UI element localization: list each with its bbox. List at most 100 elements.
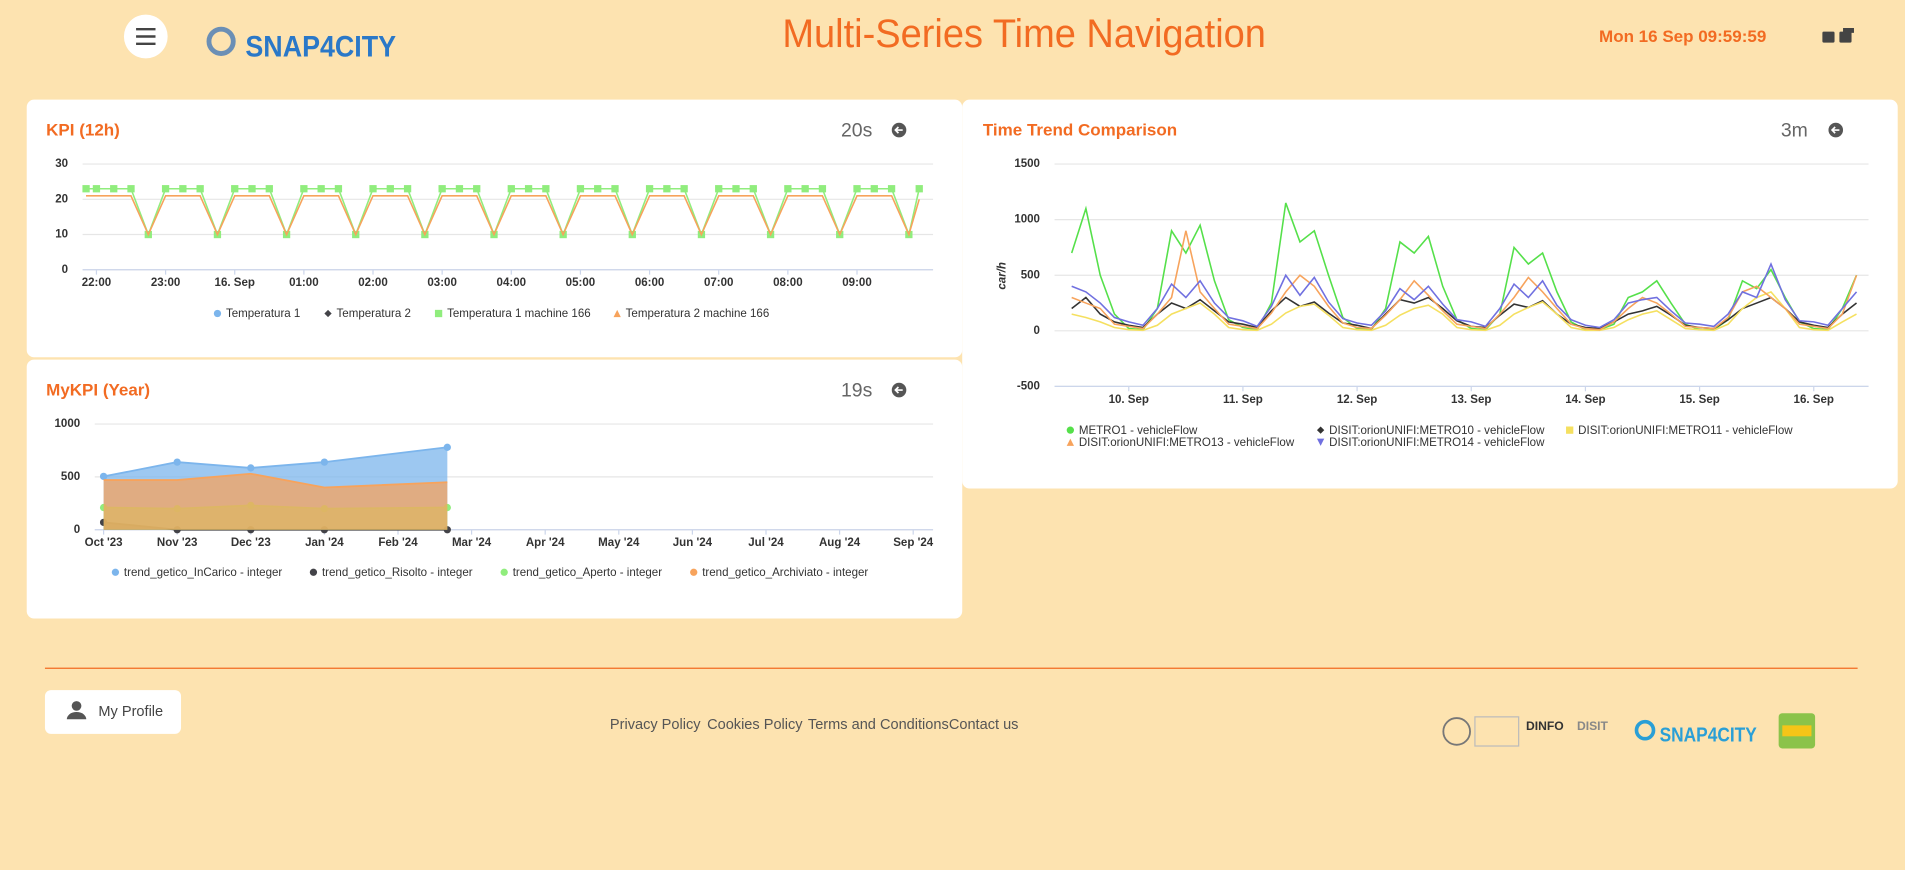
x-tick-label: 02:00 [358,277,388,289]
page-title: Multi-Series Time Navigation [782,12,1266,56]
marker [542,185,550,193]
y-axis-label: car/h [996,262,1008,290]
legend-label: trend_getico_Risolto - integer [322,567,473,579]
legend-marker [324,309,332,318]
x-tick-label: 07:00 [704,277,734,289]
x-tick-label: 09:00 [842,277,872,289]
marker [99,472,108,481]
legend-marker [1066,426,1074,434]
widget-title: MyKPI (Year) [46,381,150,400]
x-tick-label: 05:00 [566,277,596,289]
marker [473,185,481,193]
partner-logo: DISIT [1577,719,1609,733]
y-tick-label: 500 [1021,269,1040,281]
x-tick-label: 23:00 [151,277,180,289]
x-tick-label: May '24 [598,537,640,549]
legend-label: DISIT:orionUNIFI:METRO11 - vehicleFlow [1578,425,1793,437]
marker [82,185,90,193]
legend-label: trend_getico_Aperto - integer [513,567,663,579]
legend-marker [309,568,318,576]
back-button[interactable] [891,382,907,398]
x-tick-label: 12. Sep [1337,394,1377,406]
back-button[interactable] [1828,122,1844,138]
marker [680,185,688,193]
marker [887,185,896,193]
x-tick-label: Sep '24 [893,537,934,549]
legend-marker [434,309,443,318]
x-tick-label: Apr '24 [526,537,565,549]
marker [231,185,239,193]
widget-panel: Time Trend Comparison 3m -500 0 500 1000 150… [962,99,1898,489]
marker [576,185,585,193]
footer: My Profile Privacy Policy Cookies Policy… [44,667,1858,749]
marker [196,185,204,193]
marker [438,185,446,193]
y-tick-label: 500 [61,471,80,483]
marker [611,185,619,193]
footer-link[interactable]: Privacy Policy [610,717,701,733]
x-tick-label: 16. Sep [1794,394,1834,406]
marker [715,185,723,193]
profile-button[interactable]: My Profile [44,690,182,734]
line [103,472,448,489]
line [1071,261,1858,329]
footer-link[interactable]: Terms and Conditions [808,717,949,733]
marker [507,185,515,193]
refresh-label: 3m [1781,119,1808,141]
x-tick-label: Feb '24 [378,537,418,549]
chart: 0 10 20 30 22:00 23:00 16. Sep 01:00 02:00 03:00 0… [55,158,934,320]
legend-label: DISIT:orionUNIFI:METRO14 - vehicleFlow [1329,437,1545,449]
refresh-label: 19s [841,379,873,401]
menu-button[interactable] [123,14,168,59]
x-tick-label: Jan '24 [305,537,344,549]
y-tick-label: 0 [1034,325,1040,337]
x-tick-label: Oct '23 [85,537,123,549]
chart: 0 500 1000 Oct '23 Nov '23 Dec '23 Jan '24 Feb … [55,418,934,579]
legend-marker [613,309,621,318]
partner-logos: DINFO DISIT SNAP4CITY [1442,713,1816,749]
marker [320,458,329,466]
window-icons[interactable] [1822,28,1854,43]
legend-marker [111,568,120,576]
logo: SNAP4CITY [245,31,396,63]
marker [663,185,671,193]
x-tick-label: 22:00 [82,277,112,289]
x-tick-label: 13. Sep [1451,394,1491,406]
marker [265,185,273,193]
footer-link[interactable]: Contact us [949,717,1019,733]
legend-label: trend_getico_InCarico - integer [124,567,282,579]
area [103,473,448,530]
back-button[interactable] [891,122,907,138]
x-tick-label: 10. Sep [1109,394,1149,406]
widget-panel: MyKPI (Year) 19s 0 500 1000 Oct '23 Nov '23 D… [26,359,963,619]
x-tick-label: 15. Sep [1679,394,1719,406]
marker [247,464,255,472]
y-tick-label: 30 [55,158,68,170]
footer-link[interactable]: Cookies Policy [707,717,803,733]
marker [801,185,809,193]
widget-title: Time Trend Comparison [983,121,1177,140]
header: SNAP4CITY Multi-Series Time Navigation M… [123,12,1854,63]
legend-label: Temperatura 2 machine 166 [626,308,770,320]
line [86,194,920,237]
y-tick-label: 1000 [1014,214,1040,226]
marker [300,185,308,193]
x-tick-label: 04:00 [497,277,527,289]
legend-marker [690,568,698,576]
marker [386,185,394,193]
marker [594,185,602,193]
x-tick-label: Aug '24 [819,537,861,549]
x-tick-label: Dec '23 [231,537,271,549]
legend-label: DISIT:orionUNIFI:METRO10 - vehicleFlow [1329,425,1545,437]
widget-title: KPI (12h) [46,121,120,140]
legend-marker [1316,426,1325,434]
x-tick-label: 16. Sep [215,277,255,289]
y-tick-label: -500 [1017,380,1040,392]
marker [645,185,654,193]
logo-icon [206,26,236,56]
profile-label: My Profile [98,704,163,720]
marker [784,185,792,193]
x-tick-label: Mar '24 [452,537,492,549]
x-tick-label: Jun '24 [673,537,713,549]
marker [870,185,878,193]
